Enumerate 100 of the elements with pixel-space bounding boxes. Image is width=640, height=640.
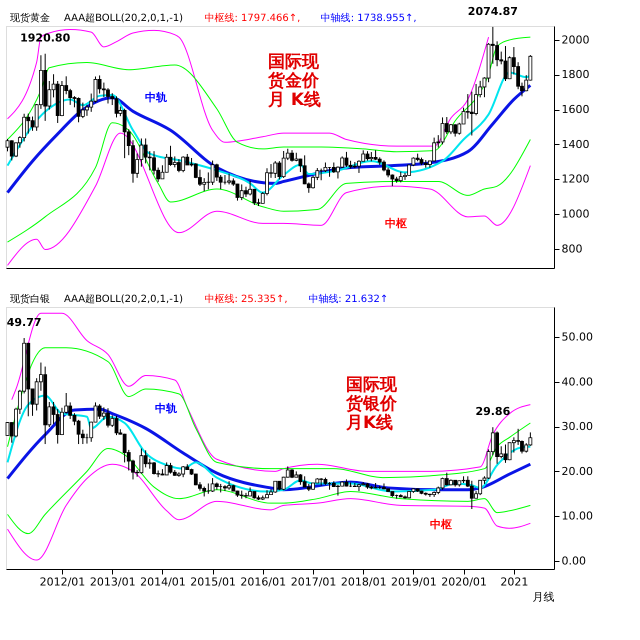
y-tick-label: 10.00 xyxy=(562,510,593,523)
line-series xyxy=(7,122,531,243)
candlestick xyxy=(440,116,444,145)
y-tick-label: 1600 xyxy=(562,103,590,116)
y-tick-label: 0.00 xyxy=(562,554,586,568)
candlestick xyxy=(181,465,186,478)
x-tick-label: 2014/01 xyxy=(140,576,186,588)
x-tick-label: 2016/01 xyxy=(240,576,286,588)
y-tick-label: 40.00 xyxy=(562,375,593,388)
y-tick-label: 1800 xyxy=(562,68,590,82)
y-tick-label: 50.00 xyxy=(562,330,593,344)
annotation: 中轨 xyxy=(155,402,177,415)
y-tick-label: 800 xyxy=(562,242,582,256)
candlestick xyxy=(34,378,39,411)
candlestick xyxy=(302,476,307,488)
candlestick xyxy=(336,484,340,496)
x-tick-label: 2018/01 xyxy=(340,576,387,588)
text: 中枢线: 25.335↑, xyxy=(204,293,288,305)
candlestick xyxy=(302,154,307,185)
candlestick xyxy=(94,76,98,104)
candlestick xyxy=(210,478,214,492)
candlestick xyxy=(68,402,72,420)
candlestick xyxy=(504,444,508,464)
candlestick xyxy=(68,88,72,106)
annotation: 中枢 xyxy=(430,518,452,531)
candlestick xyxy=(76,96,80,123)
line-series xyxy=(7,132,531,266)
candlestick xyxy=(282,150,286,178)
x-tick-label: 2021 xyxy=(500,576,528,588)
candlestick xyxy=(449,124,453,135)
x-tick-label: 2013/01 xyxy=(90,576,136,588)
candlestick xyxy=(504,46,508,82)
x-tick-label: 2019/01 xyxy=(391,576,437,588)
annotation: 2074.87 xyxy=(468,4,518,18)
candlestick xyxy=(340,156,344,168)
candlestick xyxy=(508,442,512,461)
candlestick xyxy=(252,188,256,206)
candlestick xyxy=(114,415,118,436)
candlestick xyxy=(210,160,214,186)
candlestick xyxy=(139,448,144,474)
candlestick xyxy=(470,480,474,510)
candlestick xyxy=(114,96,118,118)
candlestick xyxy=(80,102,85,119)
y-tick-label: 1400 xyxy=(562,138,590,151)
candlestick xyxy=(244,186,248,198)
candlestick xyxy=(374,150,378,161)
candlestick xyxy=(290,150,294,162)
x-tick-label: 2017/01 xyxy=(290,576,336,588)
candlestick xyxy=(144,138,148,164)
candlestick xyxy=(106,408,110,428)
candlestick xyxy=(273,160,278,178)
candlestick xyxy=(202,178,206,192)
chart-title: 现货白银 xyxy=(10,293,50,305)
x-tick-label: 2015/01 xyxy=(190,576,236,588)
candlestick xyxy=(172,156,177,168)
annotation: 29.86 xyxy=(475,405,511,418)
text: 中枢线: 1797.466↑, xyxy=(204,12,300,24)
candlestick xyxy=(440,477,444,490)
candlestick xyxy=(10,140,14,161)
candlestick xyxy=(56,408,60,444)
text: 国际现货金价月 K线 xyxy=(267,52,322,110)
candlestick xyxy=(6,422,10,436)
candlestick xyxy=(177,158,181,173)
candlestick xyxy=(495,431,499,464)
candlestick xyxy=(164,462,169,476)
y-tick-label: 30.00 xyxy=(562,420,593,434)
candlestick xyxy=(240,184,244,201)
candlestick xyxy=(453,124,458,138)
candlestick xyxy=(181,156,186,173)
candlestick xyxy=(366,150,370,162)
annotation: 中轨 xyxy=(145,91,167,104)
text: AAA超BOLL(20,2,0,1,-1) xyxy=(64,293,184,305)
x-axis-title: 月线 xyxy=(532,590,554,604)
candlestick xyxy=(277,160,282,180)
candlestick xyxy=(332,162,336,174)
candlestick xyxy=(152,461,156,475)
candlestick xyxy=(298,474,302,486)
y-tick-label: 20.00 xyxy=(562,464,593,478)
text: AAA超BOLL(20,2,0,1,-1) xyxy=(64,12,184,24)
line-series xyxy=(7,448,531,534)
candlestick xyxy=(478,480,482,496)
candlestick xyxy=(168,462,172,474)
candlestick xyxy=(122,108,127,159)
candlestick xyxy=(324,162,328,173)
candlestick xyxy=(432,137,436,162)
y-tick-label: 1000 xyxy=(562,208,590,221)
candlestick xyxy=(273,480,278,494)
candlestick xyxy=(444,472,449,486)
text: 中轴线: 21.632↑ xyxy=(308,293,388,305)
chart-title: 现货黄金 xyxy=(10,12,50,24)
annotation: 中枢 xyxy=(385,217,407,230)
x-tick-label: 2012/01 xyxy=(40,576,86,588)
candlestick xyxy=(398,171,403,183)
line-series xyxy=(7,347,531,478)
text: 中轴线: 1738.955↑, xyxy=(320,12,417,24)
candlestick xyxy=(470,91,474,136)
x-tick-label: 2020/01 xyxy=(441,576,487,588)
candlestick xyxy=(227,173,231,185)
candlestick xyxy=(369,152,374,162)
y-tick-label: 2000 xyxy=(562,33,590,46)
